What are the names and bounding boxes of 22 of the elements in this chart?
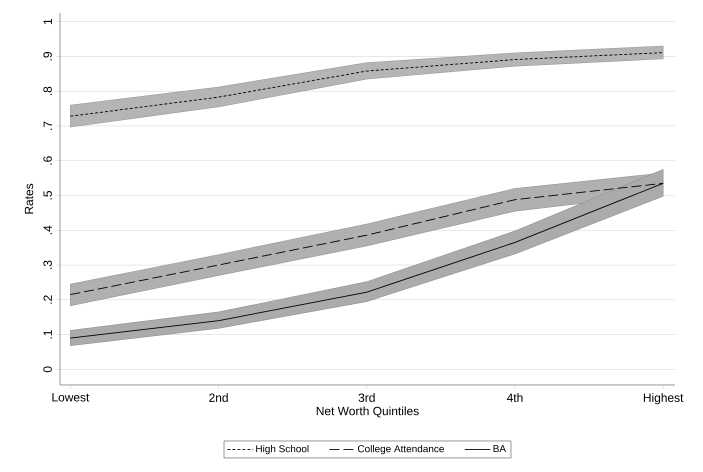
legend-label: High School xyxy=(256,444,308,454)
legend-label: BA xyxy=(494,445,506,452)
x-tick-label: 4th xyxy=(506,393,522,402)
y-tick-label: .1 xyxy=(44,330,52,338)
y-tick-label: .6 xyxy=(43,156,52,165)
y-tick-label: .2 xyxy=(43,295,52,304)
y-tick-label: .7 xyxy=(44,122,52,130)
x-tick-label: Highest xyxy=(644,393,684,404)
y-tick-label: .3 xyxy=(43,260,52,269)
x-axis-title: Net Worth Quintiles xyxy=(316,406,419,418)
x-tick-label: Lowest xyxy=(52,393,90,402)
x-tick-label: 3rd xyxy=(358,393,375,402)
y-tick-label: 1 xyxy=(44,18,52,24)
y-axis-title: Rates xyxy=(24,184,34,214)
legend-label: College Attendance xyxy=(358,444,444,454)
line-series xyxy=(70,52,664,117)
y-tick-label: 0 xyxy=(43,366,52,372)
x-tick-label: 2nd xyxy=(209,393,228,402)
y-tick-label: .9 xyxy=(43,52,52,60)
y-tick-label: .8 xyxy=(43,86,52,96)
y-tick-label: .4 xyxy=(44,226,52,234)
y-tick-label: .5 xyxy=(44,191,52,200)
